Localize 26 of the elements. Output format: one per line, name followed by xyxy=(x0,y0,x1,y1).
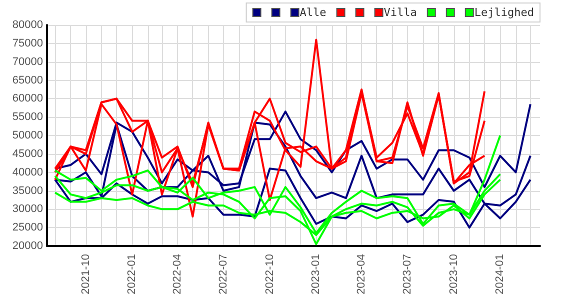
x-tick-label: 2023-10 xyxy=(448,254,460,294)
x-tick-label: 2021-10 xyxy=(80,254,92,294)
y-tick-label: 45000 xyxy=(12,148,43,160)
y-tick-label: 35000 xyxy=(12,184,43,197)
y-tick-label: 20000 xyxy=(12,240,43,252)
legend-label: Alle xyxy=(300,6,326,19)
y-tick-label: 60000 xyxy=(12,92,43,105)
y-tick-label: 50000 xyxy=(12,130,43,142)
x-tick-label: 2022-01 xyxy=(126,254,138,294)
legend-label: Villa xyxy=(384,6,417,19)
y-tick-label: 65000 xyxy=(12,74,43,86)
x-tick-label: 2024-01 xyxy=(494,254,506,294)
y-tick-label: 80000 xyxy=(12,19,43,31)
x-tick-label: 2022-07 xyxy=(217,254,230,294)
legend-label: Lejlighed xyxy=(474,6,534,19)
x-tick-label: 2022-04 xyxy=(172,254,184,294)
x-tick-label: 2023-04 xyxy=(356,254,368,294)
y-tick-label: 75000 xyxy=(12,37,43,50)
x-tick-label: 2022-10 xyxy=(264,254,276,294)
y-tick-label: 25000 xyxy=(12,222,43,234)
y-tick-label: 55000 xyxy=(12,111,43,124)
y-tick-label: 40000 xyxy=(12,166,43,178)
x-tick-label: 2023-07 xyxy=(401,254,414,294)
x-tick-label: 2023-01 xyxy=(310,254,322,294)
y-tick-label: 30000 xyxy=(12,203,43,216)
y-tick-label: 70000 xyxy=(12,56,43,68)
